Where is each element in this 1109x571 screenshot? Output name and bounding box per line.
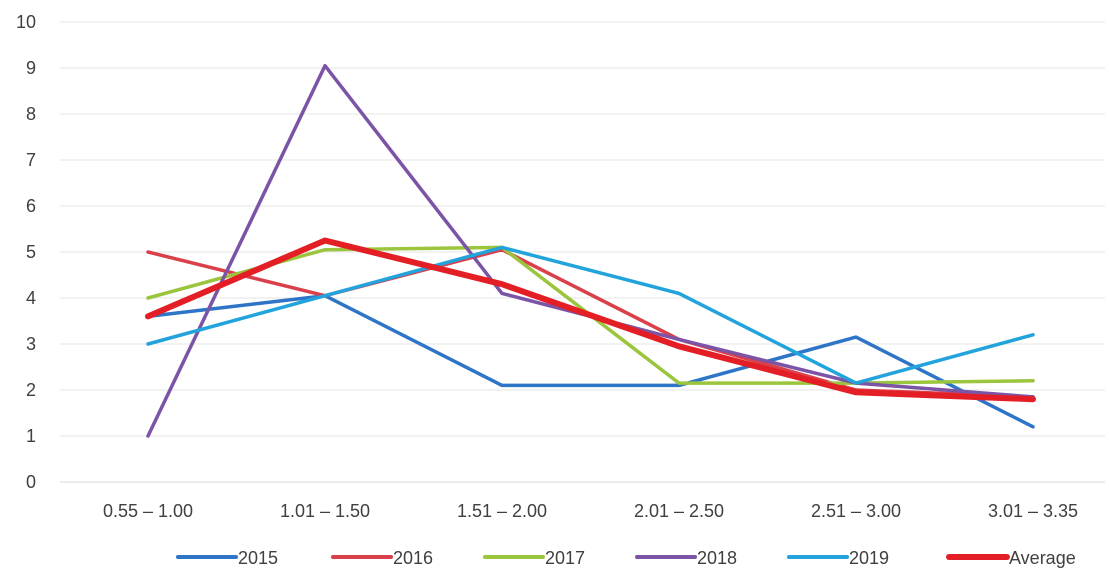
series-line-average [145, 237, 1036, 403]
y-tick-label: 9 [26, 58, 36, 78]
legend-label: 2015 [238, 548, 278, 568]
series-line-2015 [146, 293, 1035, 429]
series-line-2019 [146, 245, 1035, 385]
y-tick-label: 2 [26, 380, 36, 400]
y-tick-label: 10 [16, 12, 36, 32]
y-tick-label: 7 [26, 150, 36, 170]
legend: 2015 2016 2017 2018 2019 Average [176, 548, 1076, 568]
legend-label: 2016 [393, 548, 433, 568]
legend-label: Average [1009, 548, 1076, 568]
legend-item-2019: 2019 [787, 548, 889, 568]
gridlines [60, 21, 1105, 483]
series-line-2018 [146, 63, 1035, 438]
y-axis-tick-labels: 0 1 2 3 4 5 6 7 8 9 10 [16, 12, 36, 492]
y-tick-label: 5 [26, 242, 36, 262]
legend-item-2016: 2016 [331, 548, 433, 568]
x-tick-label: 2.01 – 2.50 [634, 501, 724, 521]
x-tick-label: 2.51 – 3.00 [811, 501, 901, 521]
legend-label: 2018 [697, 548, 737, 568]
y-tick-label: 1 [26, 426, 36, 446]
x-tick-label: 1.51 – 2.00 [457, 501, 547, 521]
legend-item-2017: 2017 [483, 548, 585, 568]
y-tick-label: 3 [26, 334, 36, 354]
x-tick-label: 0.55 – 1.00 [103, 501, 193, 521]
y-tick-label: 8 [26, 104, 36, 124]
y-tick-label: 4 [26, 288, 36, 308]
y-tick-label: 0 [26, 472, 36, 492]
legend-item-2018: 2018 [635, 548, 737, 568]
y-tick-label: 6 [26, 196, 36, 216]
x-tick-label: 1.01 – 1.50 [280, 501, 370, 521]
x-axis-tick-labels: 0.55 – 1.00 1.01 – 1.50 1.51 – 2.00 2.01 – … [103, 501, 1078, 521]
legend-item-average: Average [946, 548, 1076, 568]
legend-item-2015: 2015 [176, 548, 278, 568]
series-lines [145, 63, 1036, 438]
legend-label: 2017 [545, 548, 585, 568]
x-tick-label: 3.01 – 3.35 [988, 501, 1078, 521]
legend-label: 2019 [849, 548, 889, 568]
